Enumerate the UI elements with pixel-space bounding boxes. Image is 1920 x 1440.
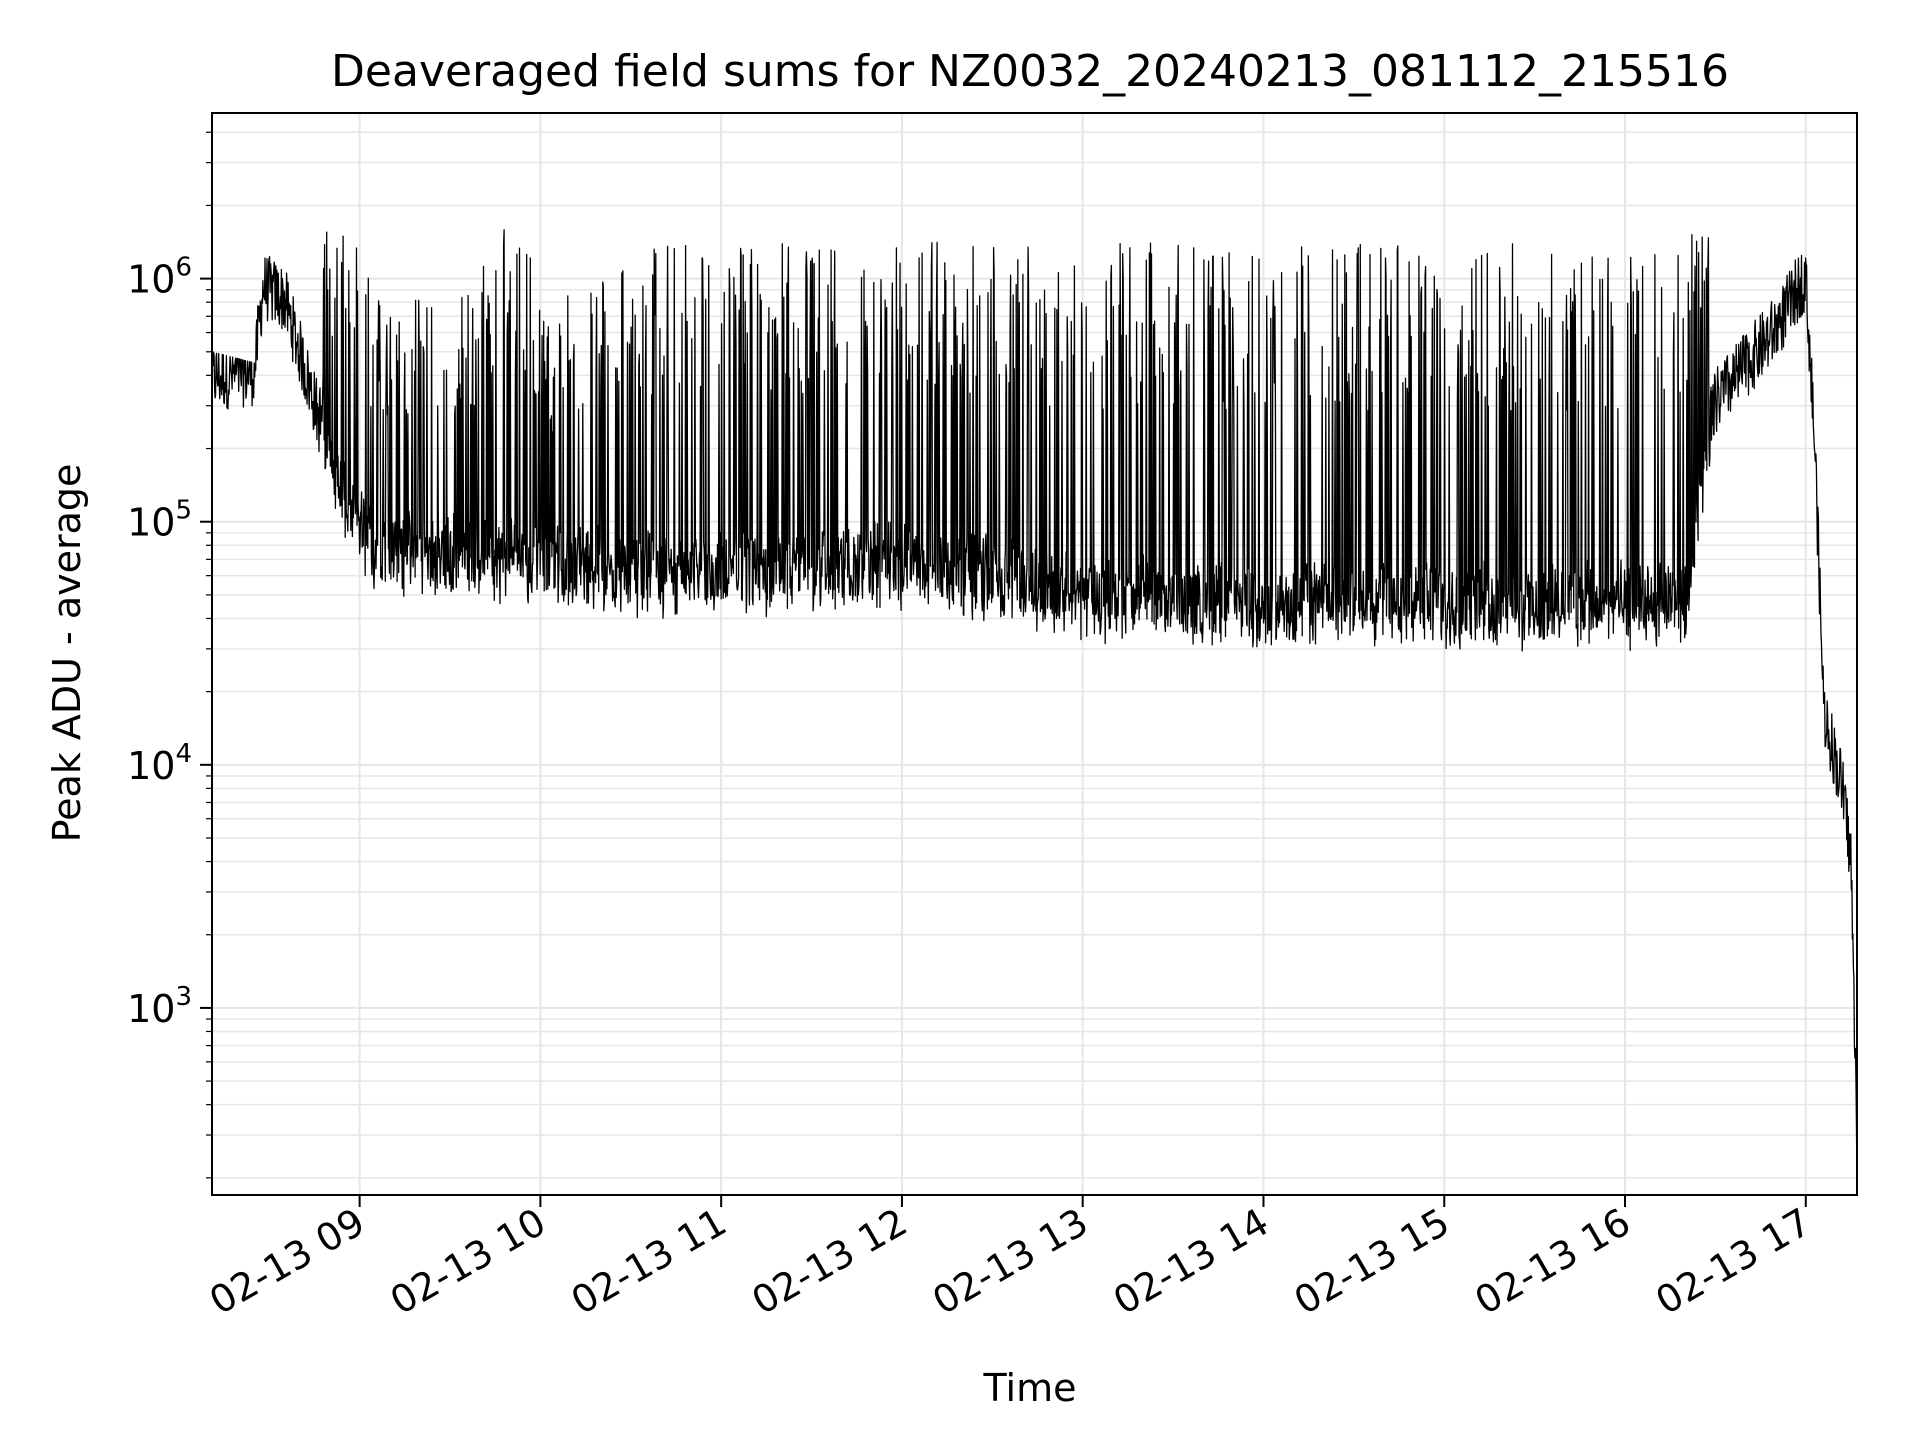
y-axis-label: Peak ADU - average [45, 464, 89, 843]
y-tick-label: 106 [127, 253, 192, 302]
y-tick-label: 105 [127, 496, 192, 545]
y-tick-base: 10 [127, 501, 175, 545]
y-tick-label: 104 [127, 739, 192, 788]
y-tick-exponent: 5 [175, 496, 192, 526]
y-tick-exponent: 3 [175, 982, 192, 1012]
y-tick-base: 10 [127, 987, 175, 1031]
plot-frame [211, 112, 1858, 1196]
y-tick-base: 10 [127, 744, 175, 788]
chart-title: Deaveraged field sums for NZ0032_2024021… [331, 46, 1729, 97]
plot-layer [211, 229, 1858, 1184]
y-tick-label: 103 [127, 982, 192, 1031]
series-line [211, 229, 1858, 1184]
y-tick-exponent: 4 [175, 739, 192, 769]
x-axis-label: Time [983, 1366, 1077, 1410]
grid-layer [212, 113, 1857, 1195]
y-tick-base: 10 [127, 258, 175, 302]
y-tick-exponent: 6 [175, 253, 192, 283]
